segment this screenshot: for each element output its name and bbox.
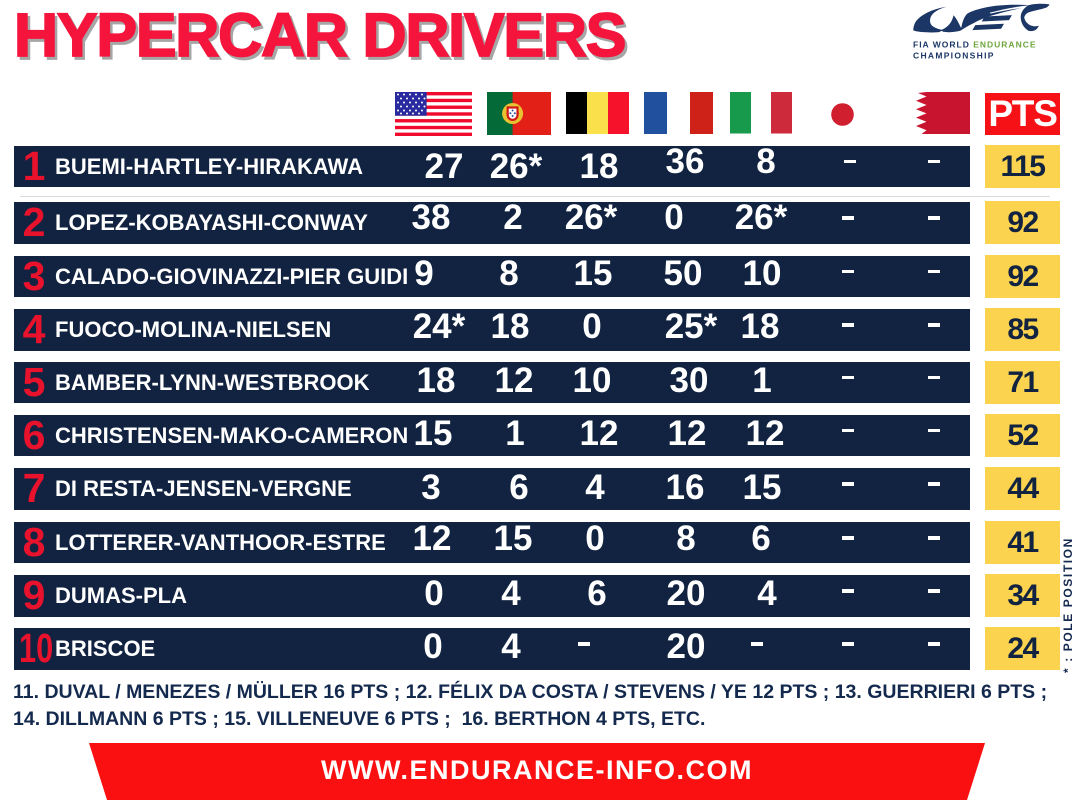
- svg-text:FIA WORLD ENDURANCE: FIA WORLD ENDURANCE: [913, 40, 1037, 50]
- svg-text:CHAMPIONSHIP: CHAMPIONSHIP: [913, 51, 995, 61]
